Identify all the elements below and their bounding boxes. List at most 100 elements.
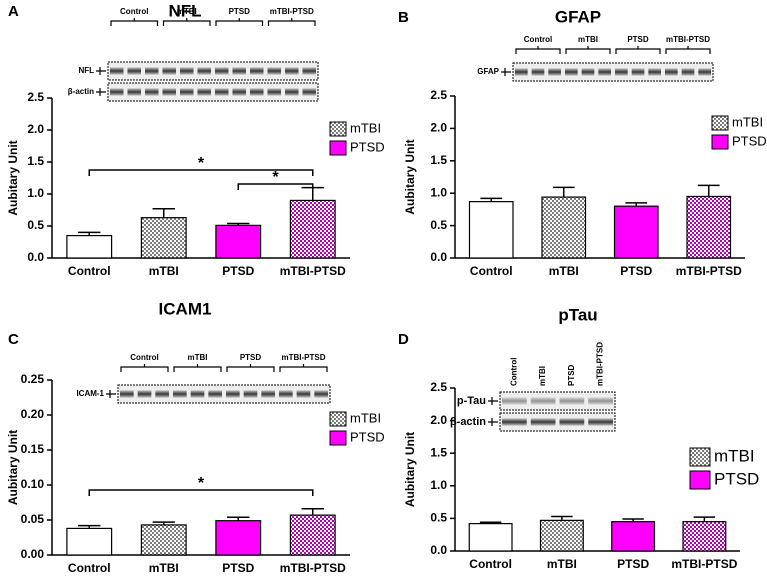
error-bar — [78, 524, 101, 529]
chart-title: NFL — [168, 1, 201, 20]
blot-lane-label: PTSD — [627, 35, 649, 44]
y-axis-label: Aubitary Unit — [403, 139, 417, 214]
blot-lane-bracket — [215, 18, 264, 26]
blot-band — [215, 67, 229, 75]
blot-band — [250, 88, 264, 96]
significance-label: * — [272, 169, 279, 186]
blot-band — [180, 88, 194, 96]
blot-lane-label: Control — [130, 353, 158, 362]
legend-swatch — [329, 430, 347, 446]
y-tick-label: 2.0 — [430, 413, 447, 427]
y-tick-label: 0.15 — [21, 442, 45, 456]
x-tick-label: mTBI — [149, 561, 179, 575]
y-tick-label: 2.5 — [430, 380, 447, 394]
blot-band — [548, 68, 561, 76]
blot-band — [559, 418, 585, 426]
bar — [468, 201, 514, 259]
blot-lane-bracket — [120, 364, 169, 372]
blot-frame — [107, 61, 319, 81]
blot-band — [127, 67, 141, 75]
error-bar — [301, 508, 324, 516]
legend-swatch — [329, 140, 347, 156]
x-tick-label: mTBI-PTSD — [280, 561, 346, 575]
blot-band — [285, 67, 299, 75]
error-bar — [480, 197, 503, 202]
y-tick-label: 0.25 — [21, 372, 45, 386]
significance-label: * — [198, 155, 205, 172]
blot-lane-bracket — [110, 18, 159, 26]
blot-band — [681, 68, 695, 76]
significance-bracket — [88, 169, 314, 176]
panel: C ICAM1 Aubitary Unit 0.00 0.05 0.10 0.15 0.20 0… — [6, 299, 385, 575]
blot-lane-label: mTBI — [177, 7, 197, 16]
blot-band — [285, 88, 299, 96]
blot-frame — [499, 391, 616, 411]
blot-band — [110, 67, 124, 75]
blot-pointer — [488, 397, 498, 405]
blot-frame — [117, 384, 331, 404]
chart-title: GFAP — [555, 7, 601, 26]
error-bar — [152, 521, 175, 525]
blot-band — [581, 68, 595, 76]
blot-row-label: β-actin — [68, 87, 94, 96]
y-tick-label: 1.0 — [430, 185, 447, 199]
blot-lane-label: mTBI — [578, 35, 598, 44]
chart-title: ICAM1 — [159, 299, 212, 318]
y-tick-label: 1.5 — [430, 153, 447, 167]
blot-lane-bracket — [226, 364, 275, 372]
error-bar — [693, 516, 716, 522]
x-tick-label: mTBI — [547, 557, 577, 571]
x-tick-label: PTSD — [222, 561, 254, 575]
bar — [289, 514, 336, 556]
blot-lane-label: mTBI-PTSD — [270, 7, 314, 16]
y-tick-label: 2.0 — [27, 122, 44, 136]
bar — [682, 521, 727, 552]
blot-band — [197, 67, 211, 75]
blot-lane-label: PTSD — [240, 353, 262, 362]
error-bar — [551, 515, 573, 521]
blot-band — [145, 67, 159, 75]
y-tick-label: 2.0 — [430, 121, 447, 135]
y-tick-label: 0.20 — [21, 407, 45, 421]
blot-band — [631, 68, 645, 76]
x-tick-label: mTBI — [149, 264, 179, 278]
blot-band — [145, 88, 159, 96]
y-tick-label: 2.5 — [430, 88, 447, 102]
bar — [613, 205, 659, 259]
legend-label: mTBI — [350, 410, 381, 425]
x-tick-label: Control — [68, 561, 111, 575]
blot-lane-label: mTBI-PTSD — [666, 35, 710, 44]
error-bar — [78, 231, 101, 236]
y-tick-label: 0.05 — [21, 512, 45, 526]
blot-band — [698, 68, 711, 76]
blot-lane-label: Control — [120, 7, 148, 16]
error-bar — [227, 222, 250, 226]
blot-band — [232, 67, 246, 75]
blot-band — [162, 67, 176, 75]
y-tick-label: 2.5 — [27, 90, 44, 104]
blot-frame — [107, 82, 319, 102]
error-bar — [479, 521, 502, 524]
error-bar — [622, 518, 644, 522]
blot-pointer — [501, 68, 511, 76]
y-tick-label: 0.5 — [430, 218, 447, 232]
panel-letter: B — [398, 9, 409, 26]
significance-bracket — [237, 183, 314, 190]
legend-label: mTBI — [350, 120, 381, 135]
blot-band — [665, 68, 678, 76]
panel: A NFL Aubitary Unit 0.0 0.5 1.0 1.5 2.0 2.5 Contr… — [6, 1, 385, 278]
blot-band — [197, 88, 211, 96]
y-tick-label: 0.5 — [27, 218, 44, 232]
blot-lane-bracket — [162, 18, 211, 26]
blot-lane-label: mTBI — [538, 366, 547, 386]
blot-band — [215, 88, 229, 96]
blot-frame — [499, 412, 616, 432]
blot-lane-label: mTBI-PTSD — [282, 353, 326, 362]
blot-lane-bracket — [279, 364, 328, 372]
blot-lane-label: mTBI — [188, 353, 208, 362]
legend-label: mTBI — [714, 446, 755, 465]
blot-lane-label: Control — [509, 358, 518, 386]
error-bar — [227, 516, 250, 521]
blot-band — [559, 397, 585, 405]
